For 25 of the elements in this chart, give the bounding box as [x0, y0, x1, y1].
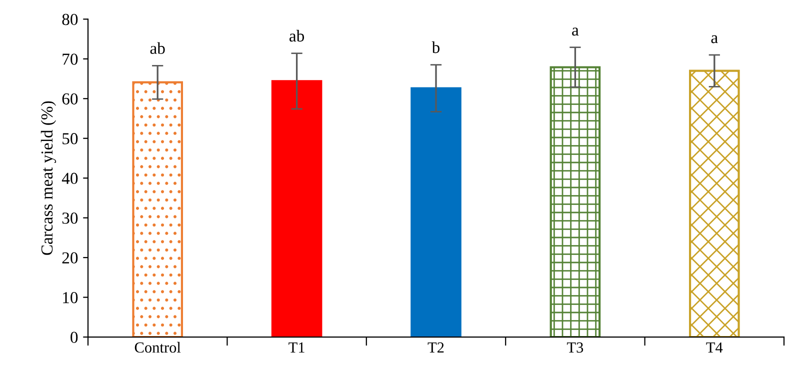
y-axis-title: Carcass meat yield (%): [40, 101, 56, 255]
y-tick-label: 10: [63, 292, 78, 304]
annotation: b: [432, 41, 440, 54]
annotation: a: [711, 35, 718, 44]
bar: [688, 70, 740, 338]
y-tick-label: 0: [70, 332, 78, 343]
y-tick-label: 40: [62, 172, 78, 184]
y-tick-label: 30: [62, 212, 78, 224]
bar: [271, 80, 322, 338]
x-tick-label: Control: [134, 342, 181, 353]
annotation: a: [572, 28, 579, 36]
x-tick-label: T3: [566, 342, 584, 353]
y-tick-label: 70: [62, 54, 78, 65]
y-tick-label: 50: [62, 133, 78, 144]
y-tick-label: 80: [62, 14, 78, 26]
annotation: ab: [290, 30, 304, 42]
bar: [132, 81, 184, 338]
y-tick-label: 20: [62, 252, 78, 264]
y-tick-label: 60: [62, 93, 78, 105]
bar: [550, 66, 601, 338]
x-tick-label: T2: [428, 342, 444, 352]
bar: [410, 87, 462, 338]
annotation: ab: [150, 42, 165, 54]
x-tick-label: T4: [706, 342, 723, 352]
x-tick-label: T1: [288, 342, 304, 352]
